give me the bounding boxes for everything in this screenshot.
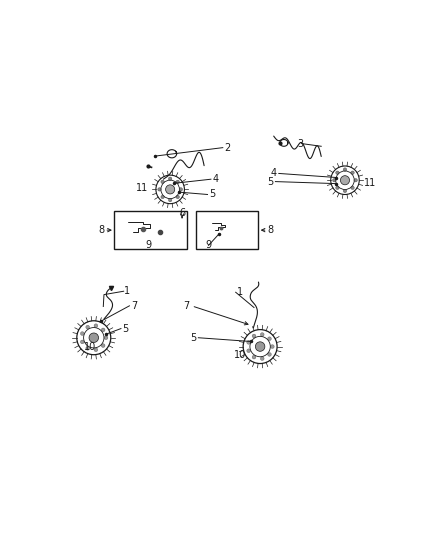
Circle shape bbox=[176, 180, 180, 183]
Text: 3: 3 bbox=[297, 139, 304, 149]
Circle shape bbox=[252, 334, 256, 338]
Circle shape bbox=[101, 344, 105, 348]
Text: 5: 5 bbox=[209, 190, 215, 199]
Circle shape bbox=[169, 198, 172, 202]
Text: 11: 11 bbox=[136, 183, 148, 193]
Circle shape bbox=[81, 340, 84, 344]
Text: 4: 4 bbox=[271, 168, 277, 179]
Circle shape bbox=[81, 332, 84, 335]
Circle shape bbox=[351, 171, 354, 174]
Circle shape bbox=[271, 345, 274, 349]
Circle shape bbox=[340, 176, 350, 185]
Circle shape bbox=[332, 179, 336, 182]
Circle shape bbox=[101, 328, 105, 332]
Circle shape bbox=[86, 325, 89, 329]
Text: 8: 8 bbox=[99, 225, 105, 235]
Circle shape bbox=[86, 346, 89, 350]
Circle shape bbox=[260, 333, 264, 336]
Circle shape bbox=[247, 349, 251, 353]
Circle shape bbox=[158, 188, 161, 191]
Circle shape bbox=[343, 189, 347, 192]
Text: 9: 9 bbox=[145, 240, 151, 251]
Circle shape bbox=[161, 195, 164, 199]
Circle shape bbox=[94, 348, 98, 352]
Text: 10: 10 bbox=[233, 350, 246, 360]
Circle shape bbox=[336, 171, 339, 174]
Circle shape bbox=[252, 356, 256, 359]
Circle shape bbox=[343, 168, 347, 171]
Text: 1: 1 bbox=[237, 287, 244, 297]
Circle shape bbox=[169, 177, 172, 180]
Text: 5: 5 bbox=[268, 176, 274, 187]
Text: 5: 5 bbox=[191, 333, 197, 343]
Circle shape bbox=[268, 352, 272, 356]
Circle shape bbox=[104, 336, 108, 340]
Circle shape bbox=[260, 357, 264, 360]
Circle shape bbox=[336, 186, 339, 190]
Text: 7: 7 bbox=[131, 301, 138, 311]
Text: 2: 2 bbox=[224, 143, 231, 152]
Circle shape bbox=[247, 341, 251, 344]
Text: 8: 8 bbox=[267, 225, 273, 235]
Circle shape bbox=[268, 337, 272, 341]
Circle shape bbox=[166, 185, 175, 194]
Text: 11: 11 bbox=[364, 177, 376, 188]
Text: 9: 9 bbox=[206, 240, 212, 251]
Bar bbox=[114, 212, 187, 249]
Text: 1: 1 bbox=[124, 286, 131, 296]
Circle shape bbox=[255, 342, 265, 351]
Circle shape bbox=[354, 179, 357, 182]
Text: 6: 6 bbox=[179, 208, 185, 219]
Circle shape bbox=[176, 195, 180, 199]
Circle shape bbox=[179, 188, 183, 191]
Text: 4: 4 bbox=[212, 174, 219, 184]
Bar bbox=[196, 212, 258, 249]
Circle shape bbox=[161, 180, 164, 183]
Text: 7: 7 bbox=[184, 301, 190, 311]
Text: 10: 10 bbox=[84, 342, 96, 352]
Text: 5: 5 bbox=[123, 324, 129, 334]
Circle shape bbox=[89, 333, 99, 343]
Circle shape bbox=[351, 186, 354, 190]
Circle shape bbox=[94, 324, 98, 328]
